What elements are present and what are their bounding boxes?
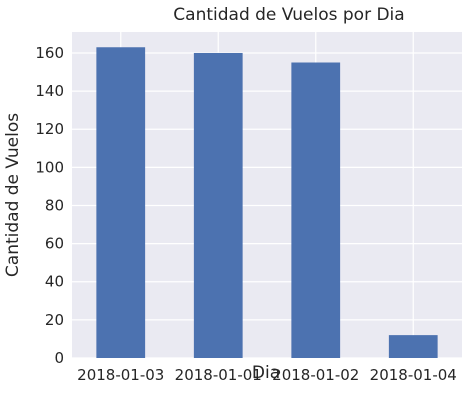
bar-2018-01-02 <box>291 62 341 358</box>
y-tick-label: 0 <box>54 349 64 367</box>
y-tick-label: 120 <box>35 120 64 138</box>
x-axis-label: Dia <box>252 363 280 383</box>
y-tick-label: 40 <box>45 273 64 291</box>
x-tick-labels: 2018-01-03 2018-01-01 2018-01-02 2018-01-04 <box>77 366 457 384</box>
y-tick-label: 160 <box>35 44 64 62</box>
bar-2018-01-04 <box>388 335 438 358</box>
bar-2018-01-03 <box>96 47 146 358</box>
x-tick-label: 2018-01-03 <box>77 366 164 384</box>
y-tick-labels: 0 20 40 60 80 100 120 140 160 <box>35 44 64 367</box>
bars <box>96 47 438 358</box>
y-tick-label: 60 <box>45 235 64 253</box>
y-tick-label: 140 <box>35 82 64 100</box>
x-tick-label: 2018-01-01 <box>175 366 262 384</box>
y-tick-label: 80 <box>45 196 64 214</box>
bar-2018-01-01 <box>193 52 243 358</box>
x-tick-label: 2018-01-02 <box>272 366 359 384</box>
y-axis-label: Cantidad de Vuelos <box>3 113 23 277</box>
y-tick-label: 100 <box>35 158 64 176</box>
y-tick-label: 20 <box>45 311 64 329</box>
chart-title: Cantidad de Vuelos por Dia <box>173 5 404 25</box>
x-tick-label: 2018-01-04 <box>370 366 457 384</box>
